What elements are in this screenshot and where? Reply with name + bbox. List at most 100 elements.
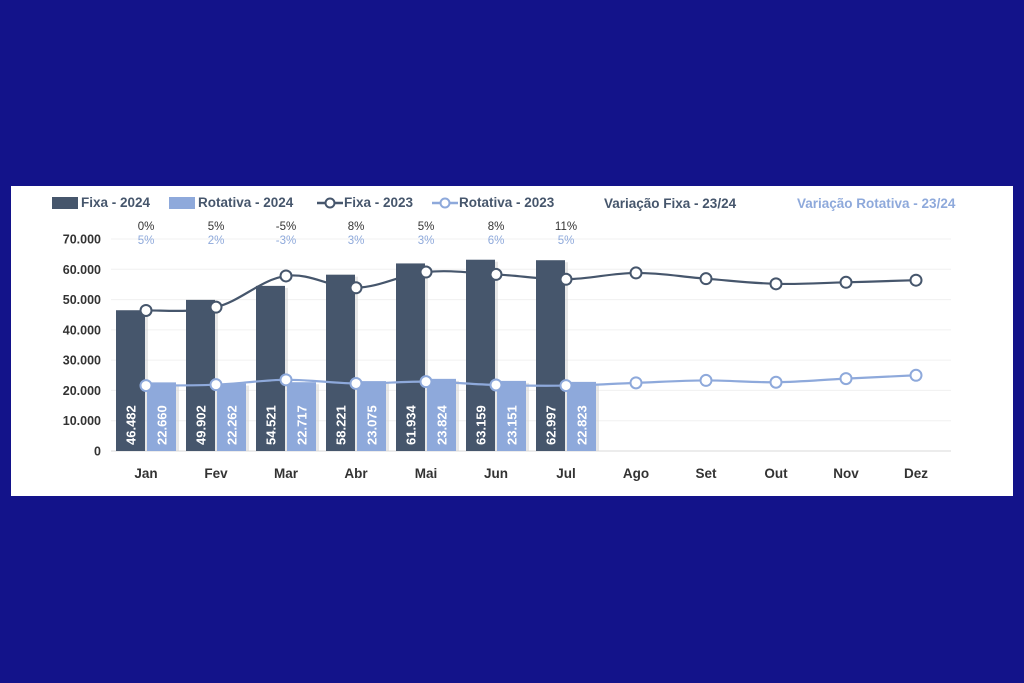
variation-rotativa-label: 3% (348, 235, 365, 247)
y-tick-label: 20.000 (63, 384, 101, 398)
legend-label-fixa-2023: Fixa - 2023 (344, 195, 414, 210)
variation-fixa-label: 11% (555, 221, 577, 233)
legend-line-fixa-2023-icon (317, 197, 343, 208)
x-tick-label: Nov (833, 466, 859, 481)
variation-rotativa-label: -3% (276, 235, 296, 247)
variation-fixa-label: 8% (348, 221, 365, 233)
data-label-fixa-2024: 58.221 (334, 405, 349, 445)
point-rotativa-2023 (909, 368, 923, 382)
point-rotativa-2023 (419, 375, 433, 389)
legend-label-rotativa-2024: Rotativa - 2024 (198, 195, 294, 210)
x-tick-label: Jun (484, 466, 508, 481)
x-tick-label: Ago (623, 466, 649, 481)
data-label-fixa-2024: 54.521 (264, 405, 279, 445)
variation-rotativa-label: 5% (138, 235, 155, 247)
data-label-rotativa-2024: 22.660 (155, 405, 170, 445)
chart-panel: Fixa - 2024 Rotativa - 2024 Fixa - 2023 … (11, 186, 1013, 496)
y-tick-label: 70.000 (63, 233, 101, 247)
data-label-rotativa-2024: 22.262 (225, 405, 240, 445)
point-fixa-2023 (769, 277, 783, 291)
legend-label-rotativa-2023: Rotativa - 2023 (459, 195, 555, 210)
bar-rotativa-2024 (357, 381, 386, 451)
point-rotativa-2023 (489, 378, 503, 392)
y-tick-label: 40.000 (63, 323, 101, 337)
point-rotativa-2023 (699, 373, 713, 387)
point-rotativa-2023 (559, 379, 573, 393)
legend-variacao-rotativa: Variação Rotativa - 23/24 (797, 196, 956, 211)
legend-fixa-2023: Fixa - 2023 (316, 195, 413, 210)
x-tick-label: Set (695, 466, 717, 481)
bar-rotativa-2024 (287, 382, 316, 451)
point-rotativa-2023 (349, 376, 363, 390)
data-label-fixa-2024: 61.934 (404, 404, 419, 445)
point-rotativa-2023 (629, 376, 643, 390)
chart-svg: 0 10.000 20.000 30.000 40.000 50.000 60.000 70.… (63, 221, 951, 481)
point-fixa-2023 (419, 265, 433, 279)
x-tick-label: Jul (556, 466, 576, 481)
bar-fixa-2024 (256, 285, 285, 451)
data-label-fixa-2024: 62.997 (544, 405, 559, 445)
data-label-rotativa-2024: 23.075 (365, 405, 380, 445)
point-fixa-2023 (629, 266, 643, 280)
data-label-fixa-2024: 63.159 (474, 405, 489, 445)
point-fixa-2023 (909, 273, 923, 287)
point-fixa-2023 (839, 275, 853, 289)
bar-fixa-2024 (536, 260, 565, 451)
line-rotativa-2023 (145, 374, 917, 387)
y-tick-label: 60.000 (63, 263, 101, 277)
variation-rotativa-label: 5% (558, 235, 575, 247)
variation-rotativa-label: 3% (418, 235, 435, 247)
y-tick-label: 30.000 (63, 354, 101, 368)
bar-rotativa-2024 (567, 381, 596, 451)
data-label-rotativa-2024: 22.823 (575, 405, 590, 445)
point-fixa-2023 (559, 272, 573, 286)
variation-fixa-label: 8% (488, 221, 505, 233)
legend-variacao-fixa: Variação Fixa - 23/24 (604, 196, 737, 211)
legend-rotativa-2023: Rotativa - 2023 (431, 195, 554, 210)
data-label-rotativa-2024: 23.151 (505, 405, 520, 445)
x-tick-label: Fev (204, 466, 228, 481)
point-fixa-2023 (489, 267, 503, 281)
legend-fixa-2024: Fixa - 2024 (52, 195, 150, 210)
bar-fixa-2024 (116, 310, 145, 451)
x-tick-label: Abr (344, 466, 368, 481)
legend-rotativa-2024: Rotativa - 2024 (169, 195, 293, 210)
bar-fixa-2024 (326, 274, 355, 451)
data-label-fixa-2024: 49.902 (194, 405, 209, 445)
data-label-rotativa-2024: 23.824 (435, 404, 450, 445)
point-fixa-2023 (699, 272, 713, 286)
variation-rotativa-label: 6% (488, 235, 505, 247)
point-fixa-2023 (209, 300, 223, 314)
bar-rotativa-2024 (147, 382, 176, 451)
variation-fixa-label: 0% (138, 221, 155, 233)
point-rotativa-2023 (279, 373, 293, 387)
bar-fixa-2024 (396, 263, 425, 451)
data-label-rotativa-2024: 22.717 (295, 405, 310, 445)
x-tick-label: Mar (274, 466, 299, 481)
y-tick-label: 0 (94, 445, 101, 459)
variation-fixa-label: 5% (208, 221, 225, 233)
bar-fixa-2024 (186, 299, 215, 451)
variation-fixa-label: -5% (276, 221, 296, 233)
y-tick-label: 10.000 (63, 414, 101, 428)
variation-fixa-label: 5% (418, 221, 435, 233)
point-rotativa-2023 (209, 378, 223, 392)
x-tick-label: Dez (904, 466, 928, 481)
bar-rotativa-2024 (217, 383, 246, 451)
variation-rotativa-label: 2% (208, 235, 225, 247)
bar-rotativa-2024 (497, 380, 526, 451)
point-rotativa-2023 (769, 375, 783, 389)
legend-line-rotativa-2023-icon (432, 197, 458, 208)
line-fixa-2023 (145, 270, 917, 312)
point-rotativa-2023 (839, 372, 853, 386)
y-tick-label: 50.000 (63, 293, 101, 307)
point-fixa-2023 (279, 269, 293, 283)
point-fixa-2023 (349, 281, 363, 295)
data-label-fixa-2024: 46.482 (124, 405, 139, 445)
point-fixa-2023 (139, 303, 153, 317)
bar-fixa-2024 (466, 259, 495, 451)
x-tick-label: Mai (415, 466, 438, 481)
legend-label-fixa-2024: Fixa - 2024 (81, 195, 151, 210)
x-tick-label: Out (764, 466, 788, 481)
legend-swatch-rotativa-2024 (169, 196, 195, 209)
